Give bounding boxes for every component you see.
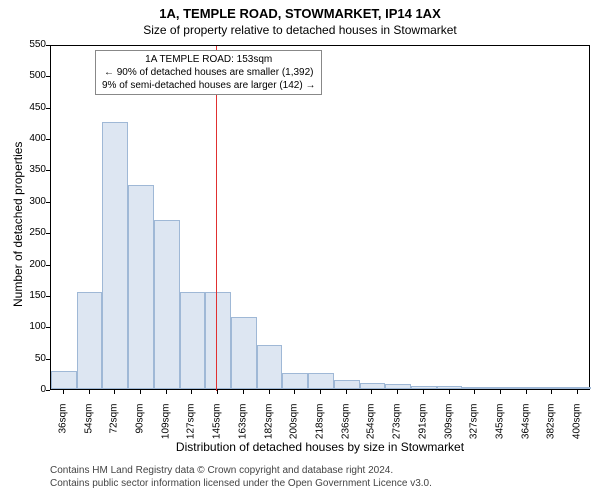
x-tick-label: 90sqm (135, 404, 146, 454)
histogram-bar (360, 383, 386, 389)
x-tick-label: 218sqm (315, 404, 326, 454)
y-tick-mark (46, 139, 50, 140)
chart-title-sub: Size of property relative to detached ho… (0, 21, 600, 37)
x-tick-label: 254sqm (366, 404, 377, 454)
x-tick-mark (166, 390, 167, 394)
y-tick-label: 100 (20, 321, 46, 332)
y-tick-label: 450 (20, 102, 46, 113)
histogram-bar (565, 387, 591, 389)
y-tick-mark (46, 327, 50, 328)
histogram-bar (411, 386, 437, 389)
annot-line3: 9% of semi-detached houses are larger (1… (102, 79, 315, 92)
histogram-bar (514, 387, 540, 389)
x-tick-label: 291sqm (417, 404, 428, 454)
histogram-bar (51, 371, 77, 389)
y-tick-mark (46, 390, 50, 391)
y-tick-mark (46, 45, 50, 46)
y-tick-mark (46, 265, 50, 266)
x-tick-mark (500, 390, 501, 394)
y-tick-mark (46, 76, 50, 77)
y-tick-label: 150 (20, 290, 46, 301)
x-tick-mark (294, 390, 295, 394)
x-tick-mark (526, 390, 527, 394)
x-tick-label: 72sqm (109, 404, 120, 454)
y-tick-mark (46, 108, 50, 109)
x-tick-mark (140, 390, 141, 394)
histogram-bar (257, 345, 283, 389)
x-tick-label: 127sqm (186, 404, 197, 454)
histogram-bar (154, 220, 180, 389)
x-tick-mark (89, 390, 90, 394)
footer-line1: Contains HM Land Registry data © Crown c… (50, 465, 393, 476)
plot-area (50, 45, 590, 390)
histogram-bar (462, 387, 488, 389)
x-tick-label: 109sqm (160, 404, 171, 454)
x-tick-label: 182sqm (263, 404, 274, 454)
histogram-bar (102, 122, 128, 389)
x-tick-mark (397, 390, 398, 394)
histogram-bar (205, 292, 231, 389)
x-tick-mark (449, 390, 450, 394)
y-tick-label: 350 (20, 164, 46, 175)
y-tick-label: 50 (20, 353, 46, 364)
histogram-bar (180, 292, 206, 389)
y-tick-label: 0 (20, 384, 46, 395)
x-tick-label: 163sqm (237, 404, 248, 454)
y-axis-label: Number of detached properties (11, 127, 25, 307)
reference-line (216, 46, 217, 391)
histogram-bar (282, 373, 308, 389)
y-tick-mark (46, 202, 50, 203)
histogram-bar (231, 317, 257, 389)
histogram-bar (308, 373, 334, 389)
x-tick-label: 236sqm (340, 404, 351, 454)
histogram-bar (488, 387, 514, 389)
x-tick-label: 145sqm (212, 404, 223, 454)
annot-line2: ← 90% of detached houses are smaller (1,… (102, 66, 315, 79)
x-tick-label: 327sqm (469, 404, 480, 454)
y-tick-mark (46, 359, 50, 360)
y-tick-label: 300 (20, 196, 46, 207)
x-tick-mark (114, 390, 115, 394)
x-tick-label: 309sqm (443, 404, 454, 454)
x-tick-label: 273sqm (392, 404, 403, 454)
x-tick-label: 400sqm (572, 404, 583, 454)
x-tick-mark (269, 390, 270, 394)
annot-line1: 1A TEMPLE ROAD: 153sqm (102, 53, 315, 66)
footer-line2: Contains public sector information licen… (50, 478, 432, 489)
chart-title-main: 1A, TEMPLE ROAD, STOWMARKET, IP14 1AX (0, 0, 600, 21)
x-tick-mark (63, 390, 64, 394)
x-tick-mark (191, 390, 192, 394)
x-tick-mark (577, 390, 578, 394)
x-tick-label: 345sqm (495, 404, 506, 454)
histogram-bar (540, 387, 566, 389)
x-tick-mark (243, 390, 244, 394)
histogram-bar (437, 386, 463, 389)
histogram-bar (334, 380, 360, 389)
x-tick-label: 200sqm (289, 404, 300, 454)
histogram-bar (385, 384, 411, 389)
x-tick-label: 364sqm (520, 404, 531, 454)
y-tick-mark (46, 296, 50, 297)
x-tick-label: 36sqm (57, 404, 68, 454)
x-tick-mark (551, 390, 552, 394)
y-tick-label: 200 (20, 259, 46, 270)
x-tick-mark (474, 390, 475, 394)
histogram-bar (128, 185, 154, 389)
y-tick-mark (46, 233, 50, 234)
x-tick-label: 54sqm (83, 404, 94, 454)
y-tick-label: 550 (20, 39, 46, 50)
x-tick-mark (371, 390, 372, 394)
x-tick-mark (217, 390, 218, 394)
chart-container: 1A, TEMPLE ROAD, STOWMARKET, IP14 1AX Si… (0, 0, 600, 500)
x-tick-label: 382sqm (546, 404, 557, 454)
y-tick-label: 400 (20, 133, 46, 144)
x-tick-mark (320, 390, 321, 394)
y-tick-label: 250 (20, 227, 46, 238)
x-tick-mark (423, 390, 424, 394)
annotation-box: 1A TEMPLE ROAD: 153sqm← 90% of detached … (95, 50, 322, 95)
histogram-bar (77, 292, 103, 389)
y-tick-mark (46, 170, 50, 171)
x-tick-mark (346, 390, 347, 394)
y-tick-label: 500 (20, 70, 46, 81)
